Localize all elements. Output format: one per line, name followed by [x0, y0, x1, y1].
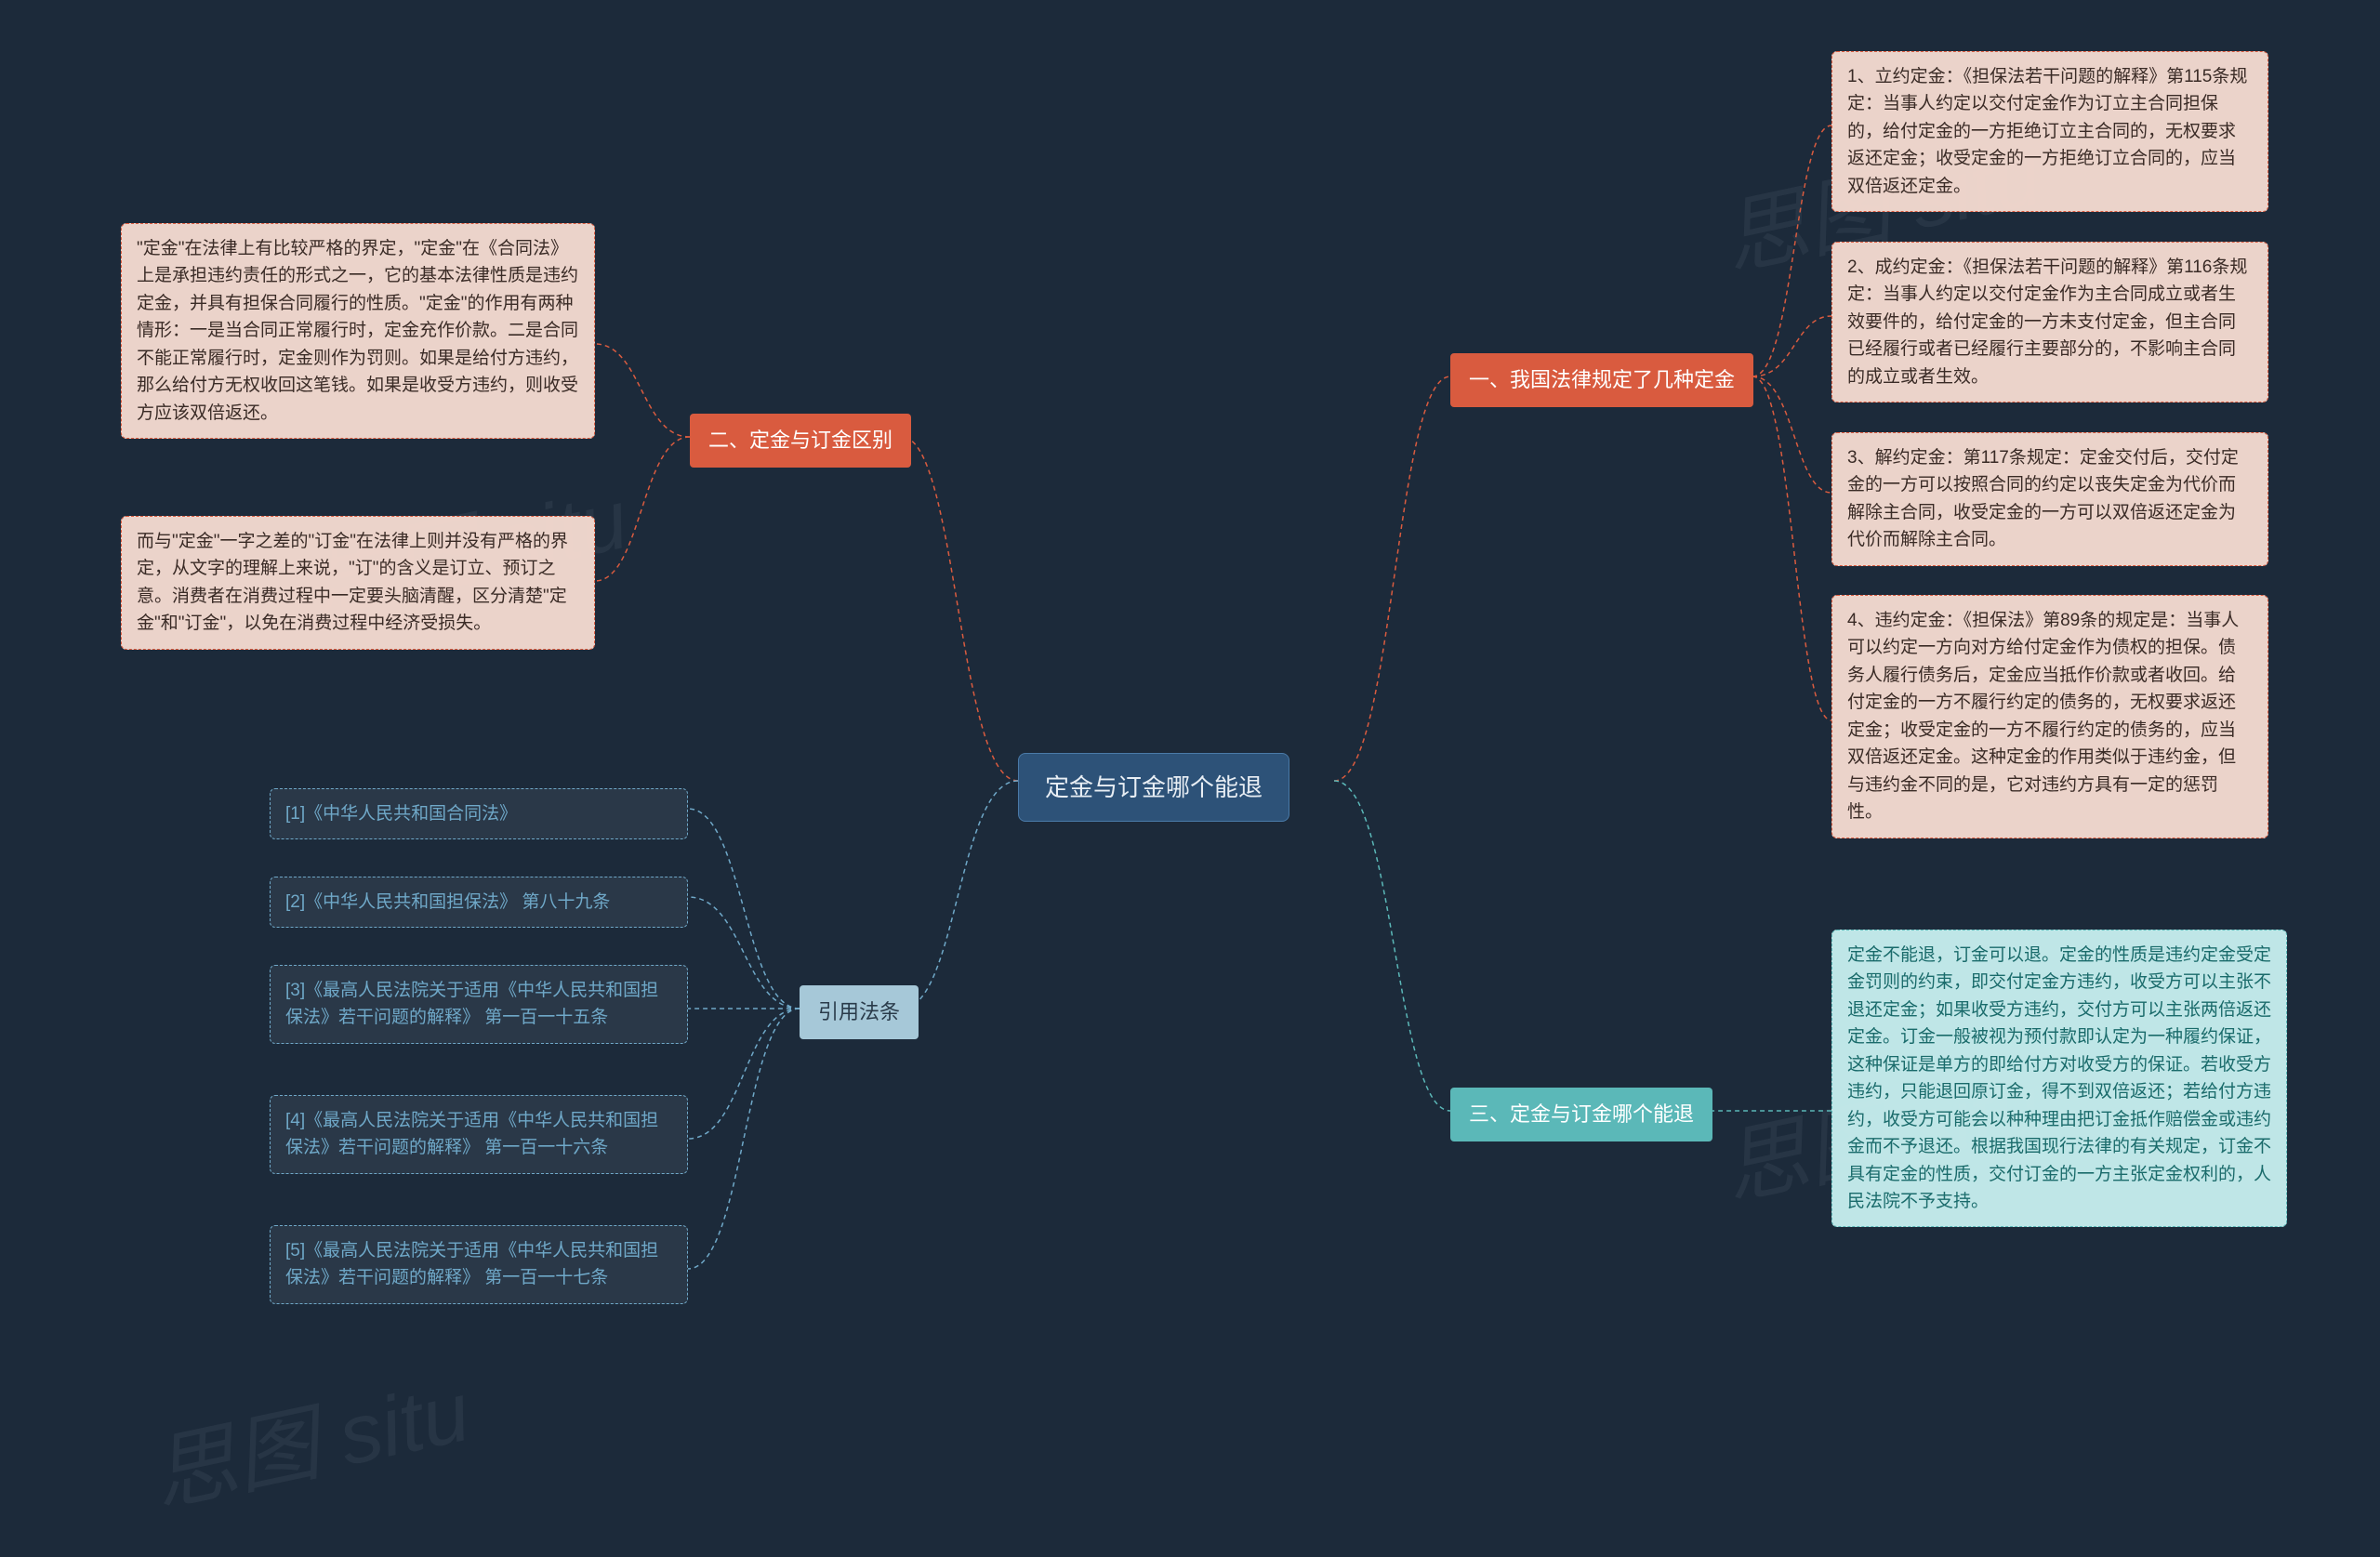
leaf-b2-2: 而与"定金"一字之差的"订金"在法律上则并没有严格的界定，从文字的理解上来说，"…: [121, 516, 595, 650]
leaf-b3-1: 定金不能退，订金可以退。定金的性质是违约定金受定金罚则的约束，即交付定金方违约，…: [1831, 930, 2287, 1227]
leaf-b4-2: [2]《中华人民共和国担保法》 第八十九条: [270, 877, 688, 928]
branch-types-of-deposit: 一、我国法律规定了几种定金: [1450, 353, 1753, 407]
leaf-b4-5: [5]《最高人民法院关于适用《中华人民共和国担保法》若干问题的解释》 第一百一十…: [270, 1225, 688, 1304]
leaf-b1-4: 4、违约定金：《担保法》第89条的规定是：当事人可以约定一方向对方给付定金作为债…: [1831, 595, 2268, 838]
leaf-b4-3: [3]《最高人民法院关于适用《中华人民共和国担保法》若干问题的解释》 第一百一十…: [270, 965, 688, 1044]
leaf-b1-3: 3、解约定金：第117条规定：定金交付后，交付定金的一方可以按照合同的约定以丧失…: [1831, 432, 2268, 566]
branch-which-refundable: 三、定金与订金哪个能退: [1450, 1088, 1712, 1141]
branch-difference: 二、定金与订金区别: [690, 414, 911, 468]
leaf-b4-1: [1]《中华人民共和国合同法》: [270, 788, 688, 839]
leaf-b1-2: 2、成约定金：《担保法若干问题的解释》第116条规定：当事人约定以交付定金作为主…: [1831, 242, 2268, 402]
watermark: 思图 situ: [139, 1344, 479, 1529]
leaf-b1-1: 1、立约定金：《担保法若干问题的解释》第115条规定：当事人约定以交付定金作为订…: [1831, 51, 2268, 212]
leaf-b4-4: [4]《最高人民法院关于适用《中华人民共和国担保法》若干问题的解释》 第一百一十…: [270, 1095, 688, 1174]
root-node: 定金与订金哪个能退: [1018, 753, 1289, 822]
branch-citations: 引用法条: [800, 985, 919, 1039]
leaf-b2-1: "定金"在法律上有比较严格的界定，"定金"在《合同法》上是承担违约责任的形式之一…: [121, 223, 595, 439]
